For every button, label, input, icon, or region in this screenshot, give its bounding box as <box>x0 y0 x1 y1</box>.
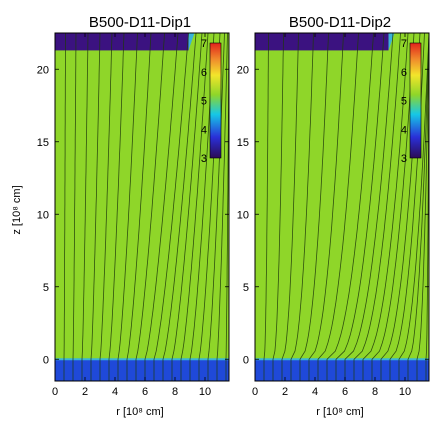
colorbar-right: 3 4 5 6 7 <box>401 38 422 165</box>
x-tick-label: 6 <box>342 386 348 398</box>
x-tick-label: 2 <box>282 386 288 398</box>
field-line <box>344 32 394 381</box>
background-region <box>55 33 229 381</box>
x-tick-label: 0 <box>52 386 58 398</box>
field-line <box>290 32 314 381</box>
y-tick-label: 15 <box>37 137 49 149</box>
field-line <box>407 32 430 381</box>
field-line <box>108 32 125 381</box>
colorbar-gradient <box>209 42 222 159</box>
lower-body-edge <box>55 358 229 361</box>
x-tick-labels-right: 0 2 4 6 8 10 <box>252 33 411 398</box>
colorbar-tick-label: 3 <box>401 153 407 165</box>
field-line <box>263 32 269 381</box>
colorbar-tick-label: 3 <box>201 153 207 165</box>
plot-frame <box>54 32 230 382</box>
plot-area-left <box>54 32 230 382</box>
y-tick-label: 0 <box>243 354 249 366</box>
colorbar-tick-label: 4 <box>201 124 207 136</box>
colorbar-tick-label: 4 <box>401 124 407 136</box>
background-region <box>255 33 429 381</box>
colorbar-left: 3 4 5 6 7 <box>201 38 222 165</box>
plot-frame <box>254 32 430 382</box>
panel-title-left: B500-D11-Dip1 <box>89 14 191 31</box>
y-axis-label: z [10⁸ cm] <box>11 185 23 234</box>
x-tick-label: 10 <box>399 386 411 398</box>
y-tick-label: 10 <box>237 209 249 221</box>
x-tick-label: 10 <box>199 386 211 398</box>
panel-left: B500-D11-Dip1 z [10⁸ cm] r [10⁸ cm] 0 2 4 6… <box>11 14 230 418</box>
field-line <box>99 32 113 381</box>
x-tick-label: 6 <box>142 386 148 398</box>
field-line <box>281 32 299 381</box>
field-line <box>63 33 66 381</box>
field-line <box>326 32 374 381</box>
x-tick-label: 0 <box>252 386 258 398</box>
x-axis-label-right: r [10⁸ cm] <box>316 406 363 418</box>
field-line <box>180 32 209 381</box>
field-line <box>207 32 225 381</box>
y-tick-label: 10 <box>37 209 49 221</box>
field-line <box>216 32 228 381</box>
colorbar-tick-label: 7 <box>401 38 407 50</box>
field-line <box>299 32 329 381</box>
upper-cap-region <box>55 33 189 51</box>
field-line <box>135 32 165 381</box>
colorbar-tick-label: 5 <box>201 96 207 108</box>
field-line <box>117 32 138 381</box>
field-line <box>81 32 89 381</box>
lower-body-region <box>55 359 229 381</box>
y-tick-label: 5 <box>243 282 249 294</box>
x-tick-label: 8 <box>172 386 178 398</box>
upper-cap-region <box>255 33 389 51</box>
y-tick-label: 20 <box>237 64 249 76</box>
field-line <box>144 32 179 381</box>
field-line <box>153 32 189 381</box>
field-line <box>171 32 203 381</box>
colorbar-tick-label: 5 <box>401 96 407 108</box>
plot-area-right <box>254 32 430 382</box>
field-line <box>389 32 425 381</box>
colorbar-tick-label: 7 <box>201 38 207 50</box>
field-line <box>272 32 284 381</box>
lower-body-edge <box>255 358 429 361</box>
field-line <box>126 32 152 381</box>
field-line <box>317 32 359 381</box>
field-line <box>416 32 430 381</box>
y-tick-label: 20 <box>37 64 49 76</box>
x-tick-label: 8 <box>372 386 378 398</box>
field-line <box>353 32 401 381</box>
field-line <box>72 32 77 381</box>
lower-body-region <box>255 359 429 381</box>
field-line <box>398 32 430 381</box>
y-tick-label: 5 <box>43 282 49 294</box>
panel-right: B500-D11-Dip2 r [10⁸ cm] 0 2 4 6 8 10 0 5 10 15 2… <box>237 14 430 418</box>
x-tick-label: 4 <box>112 386 118 398</box>
x-tick-labels-left: 0 2 4 6 8 10 <box>52 33 211 398</box>
y-tick-label: 15 <box>237 137 249 149</box>
x-axis-label-left: r [10⁸ cm] <box>116 406 163 418</box>
colorbar-gradient <box>409 42 422 159</box>
field-line <box>335 32 385 381</box>
upper-cap-edge <box>188 33 195 51</box>
y-tick-labels-right: 0 5 10 15 20 <box>237 64 429 366</box>
field-line <box>90 32 101 381</box>
panel-title-right: B500-D11-Dip2 <box>289 14 391 31</box>
y-tick-label: 0 <box>43 354 49 366</box>
x-tick-label: 2 <box>82 386 88 398</box>
field-line <box>362 32 409 381</box>
x-tick-label: 4 <box>312 386 318 398</box>
field-line <box>162 32 197 381</box>
field-line <box>308 32 344 381</box>
colorbar-tick-label: 6 <box>401 67 407 79</box>
colorbar-tick-label: 6 <box>201 67 207 79</box>
y-tick-labels-left: 0 5 10 15 20 <box>37 64 229 366</box>
